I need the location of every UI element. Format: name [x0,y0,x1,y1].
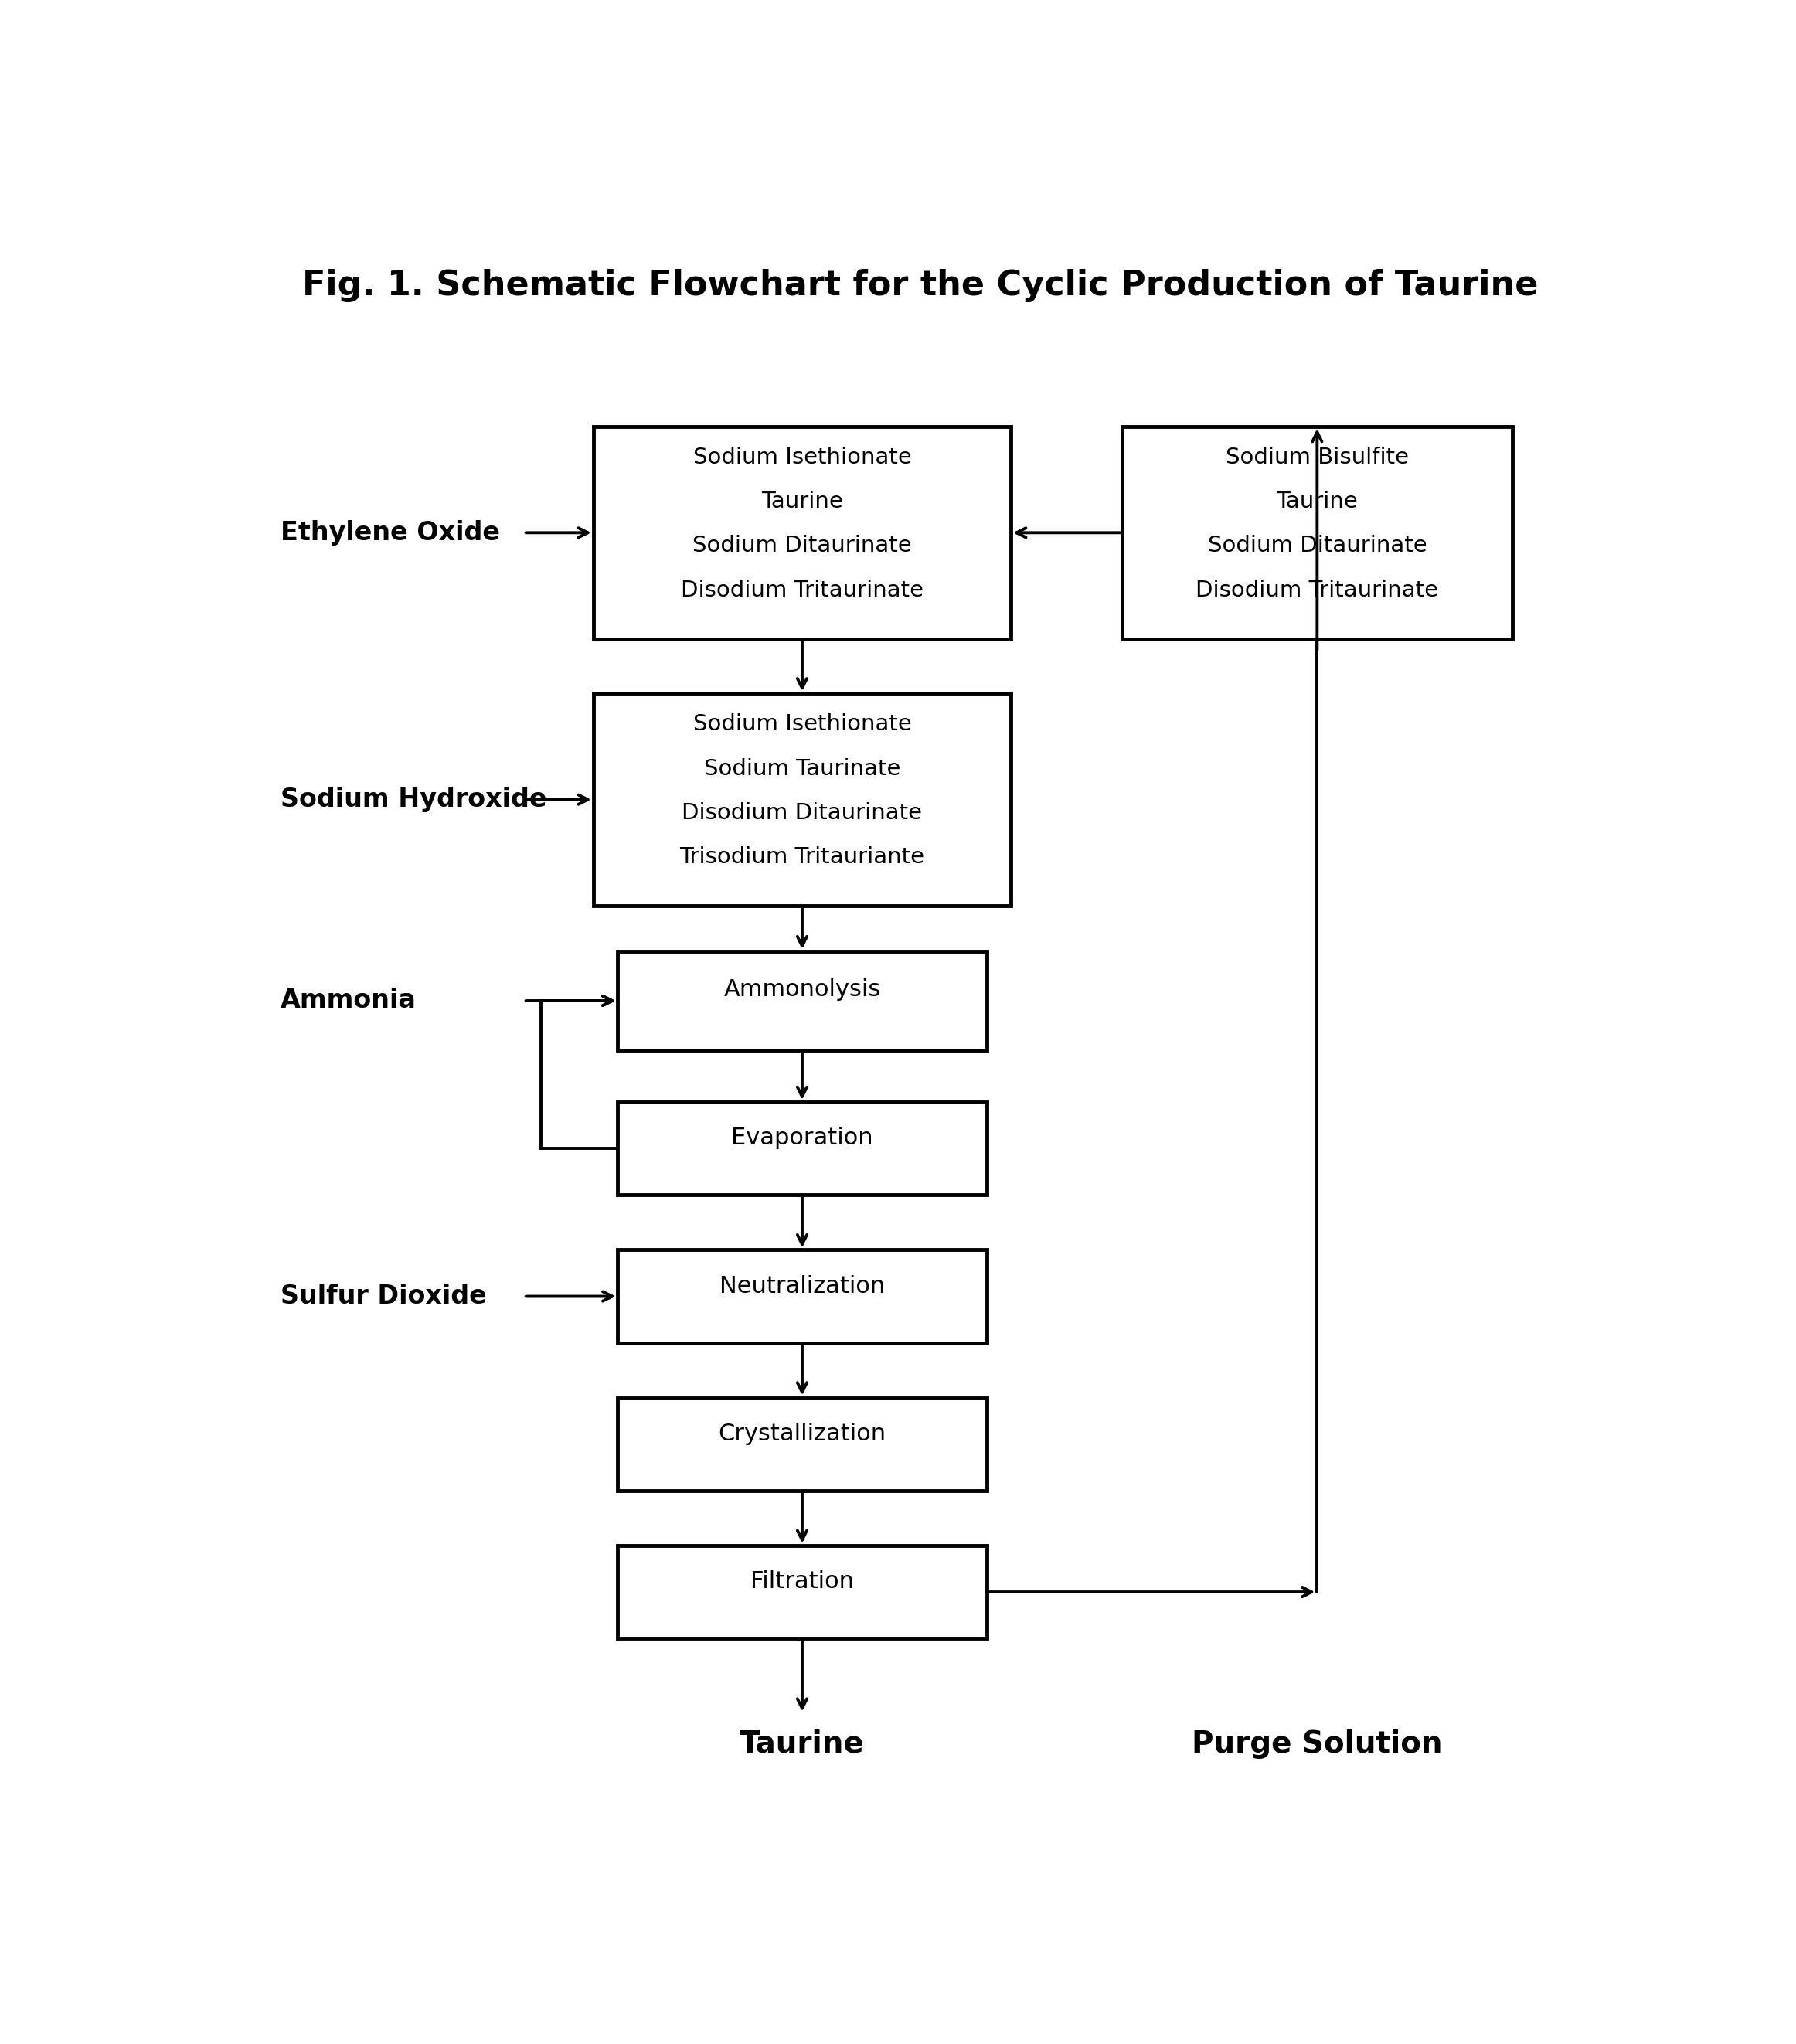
Text: Disodium Tritaurinate: Disodium Tritaurinate [1196,578,1439,601]
Bar [593,693,1011,905]
Text: Taurine: Taurine [762,491,842,513]
Bar [1122,427,1512,638]
Text: Crystallization: Crystallization [718,1423,885,1445]
Text: Sodium Hydroxide: Sodium Hydroxide [280,787,546,811]
Text: Disodium Ditaurinate: Disodium Ditaurinate [682,801,923,824]
Text: Neutralization: Neutralization [720,1275,885,1298]
Text: Filtration: Filtration [751,1570,853,1592]
Text: Ethylene Oxide: Ethylene Oxide [280,519,499,546]
Text: Evaporation: Evaporation [731,1126,873,1149]
Bar [618,1102,986,1196]
Text: Sulfur Dioxide: Sulfur Dioxide [280,1284,487,1308]
Text: Taurine: Taurine [1277,491,1358,513]
Text: Fig. 1. Schematic Flowchart for the Cyclic Production of Taurine: Fig. 1. Schematic Flowchart for the Cycl… [302,270,1539,303]
Bar [618,1398,986,1490]
Bar [618,1249,986,1343]
Text: Purge Solution: Purge Solution [1193,1729,1442,1758]
Text: Sodium Taurinate: Sodium Taurinate [704,758,900,779]
Text: Sodium Ditaurinate: Sodium Ditaurinate [693,536,912,556]
Text: Trisodium Tritauriante: Trisodium Tritauriante [679,846,925,869]
Text: Taurine: Taurine [740,1729,864,1758]
Text: Sodium Ditaurinate: Sodium Ditaurinate [1207,536,1426,556]
Text: Ammonia: Ammonia [280,987,417,1014]
Bar [618,950,986,1051]
Text: Ammonolysis: Ammonolysis [724,979,880,1002]
Text: Disodium Tritaurinate: Disodium Tritaurinate [681,578,923,601]
Text: Sodium Isethionate: Sodium Isethionate [693,713,911,736]
Bar [618,1545,986,1639]
Text: Sodium Isethionate: Sodium Isethionate [693,448,911,468]
Text: Sodium Bisulfite: Sodium Bisulfite [1225,448,1408,468]
Bar [593,427,1011,638]
